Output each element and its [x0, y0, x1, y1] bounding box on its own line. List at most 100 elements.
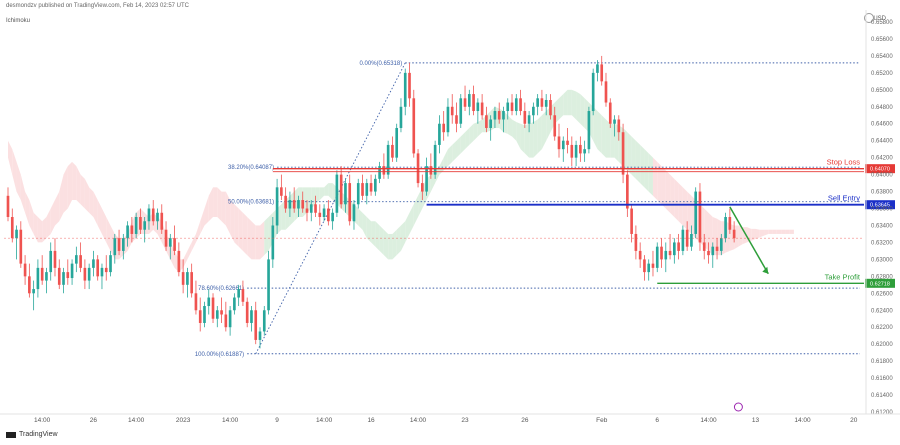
cloud-segment [593, 106, 598, 150]
candle-body [109, 255, 112, 273]
x-tick-label: 14:00 [222, 417, 239, 424]
candle-body [241, 289, 245, 302]
candle-body [438, 123, 441, 145]
cloud-segment [614, 123, 619, 162]
x-tick-label: 14:00 [34, 417, 51, 424]
candle-body [544, 100, 548, 107]
cloud-segment [473, 122, 478, 141]
fib-label: 38.20%(0.64087) [228, 165, 274, 171]
candle-body [651, 263, 655, 268]
annotations [729, 206, 769, 412]
candle-body [604, 81, 608, 103]
cloud-segment [541, 111, 547, 150]
cloud-segment [571, 89, 577, 120]
candle-body [587, 111, 591, 150]
candle-body [49, 250, 53, 273]
cloud-segment [477, 119, 483, 137]
cloud-segment [644, 149, 649, 192]
candle-body [280, 187, 283, 196]
candle-body [75, 255, 78, 264]
take-profit-arrowhead [762, 266, 769, 274]
cloud-segment [738, 225, 743, 247]
candle-body [382, 166, 386, 175]
candle-body [391, 144, 394, 158]
candle-body [288, 200, 292, 209]
candle-body [664, 250, 668, 260]
candle-body [203, 306, 206, 323]
settings-icon[interactable] [864, 13, 874, 23]
candle-body [356, 183, 360, 205]
candle-body [139, 217, 142, 230]
tradingview-logo[interactable]: TradingView [6, 431, 58, 438]
cloud-segment [97, 200, 102, 234]
candle-body [156, 212, 159, 222]
level-label: Take Profit [825, 272, 861, 281]
cloud-segment [772, 229, 777, 234]
candle-body [309, 204, 313, 213]
level-price-tag [865, 164, 895, 174]
cloud-segment [319, 187, 325, 201]
cloud-segment [559, 94, 564, 120]
candle-body [420, 183, 424, 192]
level-price-tag [865, 200, 895, 210]
cloud-segment [63, 166, 68, 213]
candle-body [122, 238, 125, 251]
y-tick-label: 0.64200 [871, 156, 893, 162]
cloud-segment [187, 242, 192, 260]
cloud-segment [631, 136, 636, 179]
candle-body [79, 255, 82, 268]
y-tick-label: 0.65000 [871, 88, 893, 94]
candle-body [728, 217, 732, 230]
cloud-segment [469, 123, 474, 145]
cloud-segment [33, 212, 38, 243]
candle-body [536, 98, 539, 107]
fib-label: 50.00%(0.63681) [228, 200, 274, 206]
candle-body [327, 208, 330, 222]
indicator-label[interactable]: Ichimoku [6, 18, 31, 24]
candle-body [23, 263, 27, 277]
brand-label: TradingView [19, 431, 58, 438]
cloud-segment [311, 187, 316, 209]
cloud-segment [20, 174, 26, 213]
candle-body [220, 310, 223, 315]
candle-body [348, 183, 352, 222]
y-tick-label: 0.65200 [871, 71, 893, 77]
candle-body [344, 183, 347, 205]
candle-body [660, 246, 663, 260]
cloud-segment [776, 229, 782, 234]
candle-body [497, 111, 501, 120]
y-tick-label: 0.63200 [871, 240, 893, 246]
candle-body [570, 144, 574, 158]
cloud-segment [635, 140, 641, 184]
candle-body [724, 217, 727, 239]
candle-body [177, 250, 181, 273]
candle-body [237, 289, 240, 298]
candle-body [245, 301, 249, 323]
candles [4, 55, 864, 349]
candle-body [549, 100, 552, 116]
cloud-segment [315, 187, 320, 205]
candle-body [57, 267, 61, 285]
candle-body [527, 115, 531, 124]
candle-body [647, 263, 651, 273]
candle-body [267, 259, 270, 311]
cloud-segment [50, 200, 55, 234]
candle-body [28, 276, 31, 294]
candle-body [134, 217, 138, 234]
cloud-segment [665, 170, 671, 213]
cloud-segment [512, 119, 517, 141]
cloud-segment [388, 233, 393, 260]
level-price-tag-text: 0.64070 [870, 167, 890, 173]
candle-body [442, 123, 446, 133]
cloud-segment [46, 208, 51, 239]
cloud-segment [42, 217, 47, 243]
candle-body [126, 225, 129, 239]
cloud-segment [563, 89, 568, 116]
cloud-segment [238, 208, 243, 251]
candle-body [369, 183, 373, 192]
y-tick-label: 0.64800 [871, 105, 893, 111]
candle-body [301, 200, 305, 209]
cloud-segment [255, 225, 261, 260]
candle-body [224, 314, 228, 328]
